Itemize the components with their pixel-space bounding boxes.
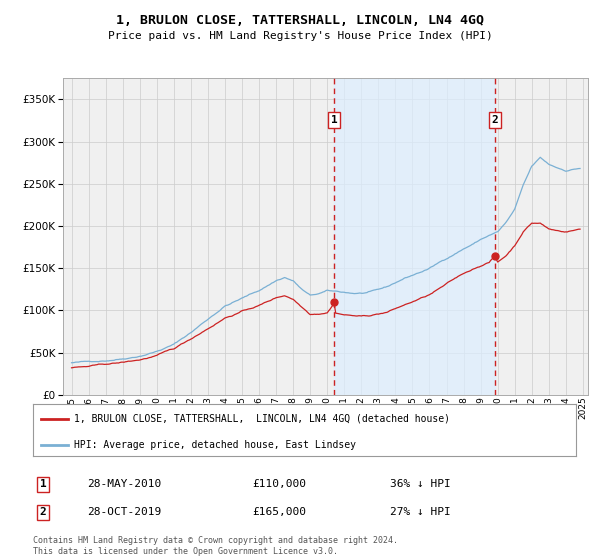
Text: £165,000: £165,000 (252, 507, 306, 517)
Text: 27% ↓ HPI: 27% ↓ HPI (390, 507, 451, 517)
Text: Contains HM Land Registry data © Crown copyright and database right 2024.
This d: Contains HM Land Registry data © Crown c… (33, 536, 398, 556)
Text: 1: 1 (331, 115, 338, 125)
Text: £110,000: £110,000 (252, 479, 306, 489)
Text: 1, BRULON CLOSE, TATTERSHALL, LINCOLN, LN4 4GQ: 1, BRULON CLOSE, TATTERSHALL, LINCOLN, L… (116, 14, 484, 27)
Text: 2: 2 (491, 115, 498, 125)
Text: 2: 2 (40, 507, 47, 517)
Text: 28-OCT-2019: 28-OCT-2019 (87, 507, 161, 517)
Text: 1, BRULON CLOSE, TATTERSHALL,  LINCOLN, LN4 4GQ (detached house): 1, BRULON CLOSE, TATTERSHALL, LINCOLN, L… (74, 414, 450, 424)
Bar (334, 78, 495, 395)
Text: HPI: Average price, detached house, East Lindsey: HPI: Average price, detached house, East… (74, 440, 356, 450)
Text: 36% ↓ HPI: 36% ↓ HPI (390, 479, 451, 489)
Text: 1: 1 (40, 479, 47, 489)
Text: 28-MAY-2010: 28-MAY-2010 (87, 479, 161, 489)
Text: Price paid vs. HM Land Registry's House Price Index (HPI): Price paid vs. HM Land Registry's House … (107, 31, 493, 41)
